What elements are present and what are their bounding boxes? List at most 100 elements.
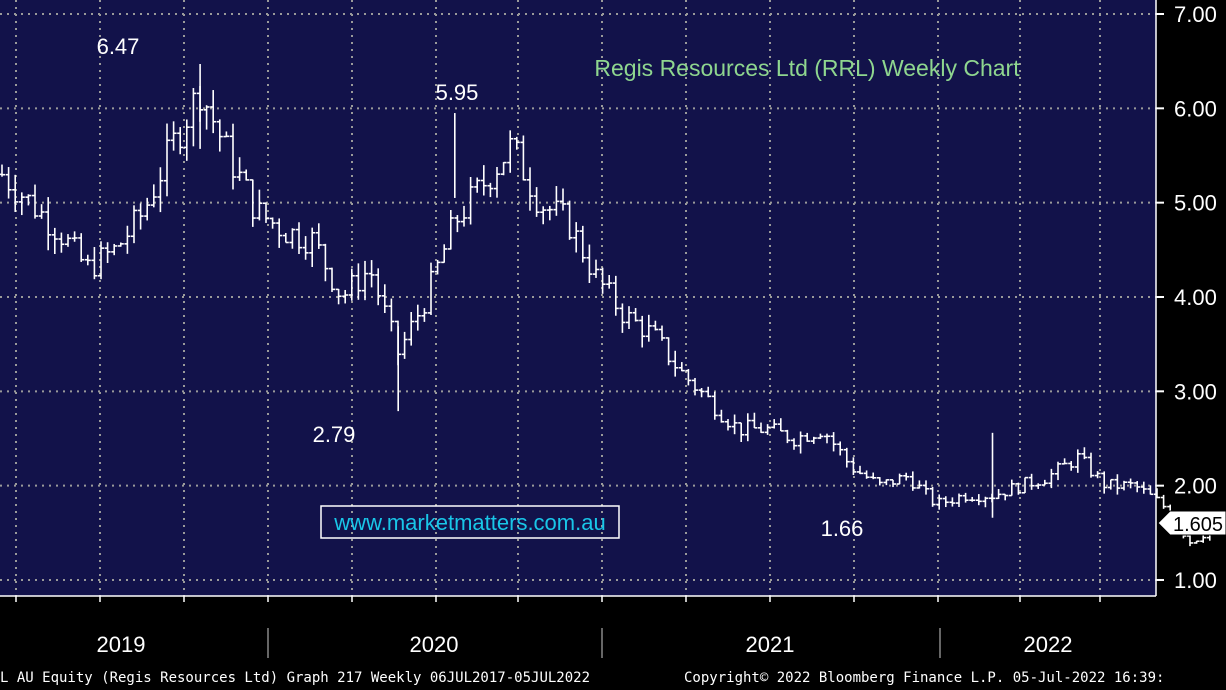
- annotation-high-2019: 6.47: [97, 34, 140, 59]
- ohlc-bar: [824, 433, 830, 444]
- ohlc-bar: [942, 496, 949, 508]
- ohlc-bar: [289, 228, 296, 249]
- ohlc-bar: [223, 131, 230, 138]
- ohlc-bar: [896, 473, 903, 485]
- ohlc-bar: [738, 422, 745, 442]
- ohlc-bar: [659, 325, 665, 341]
- ohlc-bar: [579, 225, 586, 263]
- ohlc-bar: [282, 232, 289, 244]
- ohlc-bar: [401, 331, 408, 359]
- ohlc-bar: [1140, 481, 1147, 494]
- ohlc-bar: [236, 157, 243, 182]
- ohlc-bar: [150, 184, 157, 208]
- ohlc-bar: [751, 412, 758, 429]
- ohlc-bar: [678, 362, 685, 372]
- ohlc-bar: [1028, 473, 1035, 490]
- ohlc-bar: [18, 192, 25, 216]
- ohlc-bar: [725, 419, 731, 431]
- watermark-url[interactable]: www.marketmatters.com.au: [333, 510, 605, 535]
- ohlc-bar: [1121, 480, 1127, 491]
- ohlc-bar: [599, 267, 606, 294]
- ohlc-bar: [249, 179, 256, 227]
- annotation-high-2020: 5.95: [436, 80, 479, 105]
- ohlc-bar: [388, 298, 395, 332]
- ohlc-bar: [1048, 468, 1055, 489]
- ohlc-bar: [45, 197, 52, 251]
- ohlc-bar: [91, 247, 98, 280]
- ohlc-bar: [414, 304, 421, 331]
- ohlc-bar: [474, 177, 481, 193]
- ohlc-bar: [355, 263, 362, 300]
- annotation-low-2021: 1.66: [821, 516, 864, 541]
- ohlc-bar: [685, 369, 692, 386]
- ohlc-bar: [612, 275, 619, 316]
- ohlc-bar: [929, 486, 936, 507]
- ohlc-bar: [764, 424, 771, 435]
- ohlc-bar: [408, 312, 415, 346]
- ohlc-bar: [210, 90, 217, 134]
- ohlc-bar: [652, 320, 659, 331]
- ohlc-bar: [500, 161, 507, 176]
- ohlc-bar: [342, 289, 349, 304]
- footer-copyright: Copyright© 2022 Bloomberg Finance L.P. 0…: [684, 670, 1164, 686]
- ohlc-bar: [263, 202, 269, 223]
- ohlc-bar: [645, 314, 652, 342]
- ohlc-bar: [843, 447, 850, 468]
- y-tick-label: 3.00: [1174, 379, 1217, 404]
- ohlc-bar: [183, 119, 190, 161]
- ohlc-bar: [375, 268, 382, 306]
- x-axis-ticks: [15, 596, 1101, 602]
- ohlc-bar: [791, 438, 797, 450]
- ohlc-bar: [1061, 458, 1068, 465]
- ohlc-bar: [665, 337, 672, 366]
- ohlc-bar: [1134, 481, 1141, 493]
- ohlc-bar: [639, 315, 646, 348]
- ohlc-bar: [243, 169, 250, 181]
- ohlc-bar: [718, 409, 725, 423]
- ohlc-bar: [1147, 485, 1154, 496]
- ohlc-bar: [1035, 483, 1042, 489]
- ohlc-bar: [797, 431, 804, 454]
- ohlc-bar: [540, 206, 547, 225]
- ohlc-bar: [1074, 449, 1081, 473]
- ohlc-bar: [335, 288, 342, 305]
- ohlc-bar: [1200, 534, 1207, 543]
- ohlc-bar: [269, 217, 276, 229]
- ohlc-bar: [368, 260, 375, 288]
- ohlc-bar: [1114, 474, 1121, 495]
- chart-title: Regis Resources Ltd (RRL) Weekly Chart: [594, 55, 1020, 81]
- x-label-2019: 2019: [97, 632, 146, 657]
- ohlc-bar: [969, 496, 976, 502]
- grid-lines: [0, 0, 1156, 596]
- ohlc-bar: [65, 234, 71, 247]
- ohlc-bar: [593, 259, 599, 278]
- ohlc-bar: [441, 244, 448, 264]
- ohlc-bar: [975, 494, 982, 506]
- ohlc-bar: [428, 262, 434, 315]
- ohlc-bar: [837, 441, 844, 456]
- ohlc-bar: [461, 205, 467, 227]
- ohlc-bar: [758, 422, 764, 434]
- ohlc-bar: [619, 303, 626, 333]
- ohlc-bar: [784, 429, 791, 444]
- ohlc-bar: [923, 480, 929, 495]
- ohlc-bar: [573, 222, 580, 253]
- ohlc-bar: [256, 189, 263, 221]
- ohlc-bar: [157, 167, 164, 213]
- ohlc-bar: [302, 236, 309, 260]
- ohlc-bar: [434, 259, 441, 275]
- ohlc-bar: [956, 493, 962, 507]
- annotation-low-2020: 2.79: [313, 422, 356, 447]
- ohlc-bar: [170, 121, 177, 151]
- ohlc-bar: [447, 210, 454, 250]
- x-label-2022: 2022: [1024, 632, 1073, 657]
- watermark-box: [320, 505, 620, 539]
- ohlc-bar: [586, 244, 593, 283]
- ohlc-bar: [164, 123, 170, 197]
- ohlc-bar: [296, 222, 302, 254]
- ohlc-bar: [857, 465, 863, 475]
- ohlc-bar: [1193, 540, 1200, 544]
- ohlc-bar: [111, 243, 118, 256]
- ohlc-bar: [0, 164, 5, 177]
- ohlc-bar: [626, 306, 632, 329]
